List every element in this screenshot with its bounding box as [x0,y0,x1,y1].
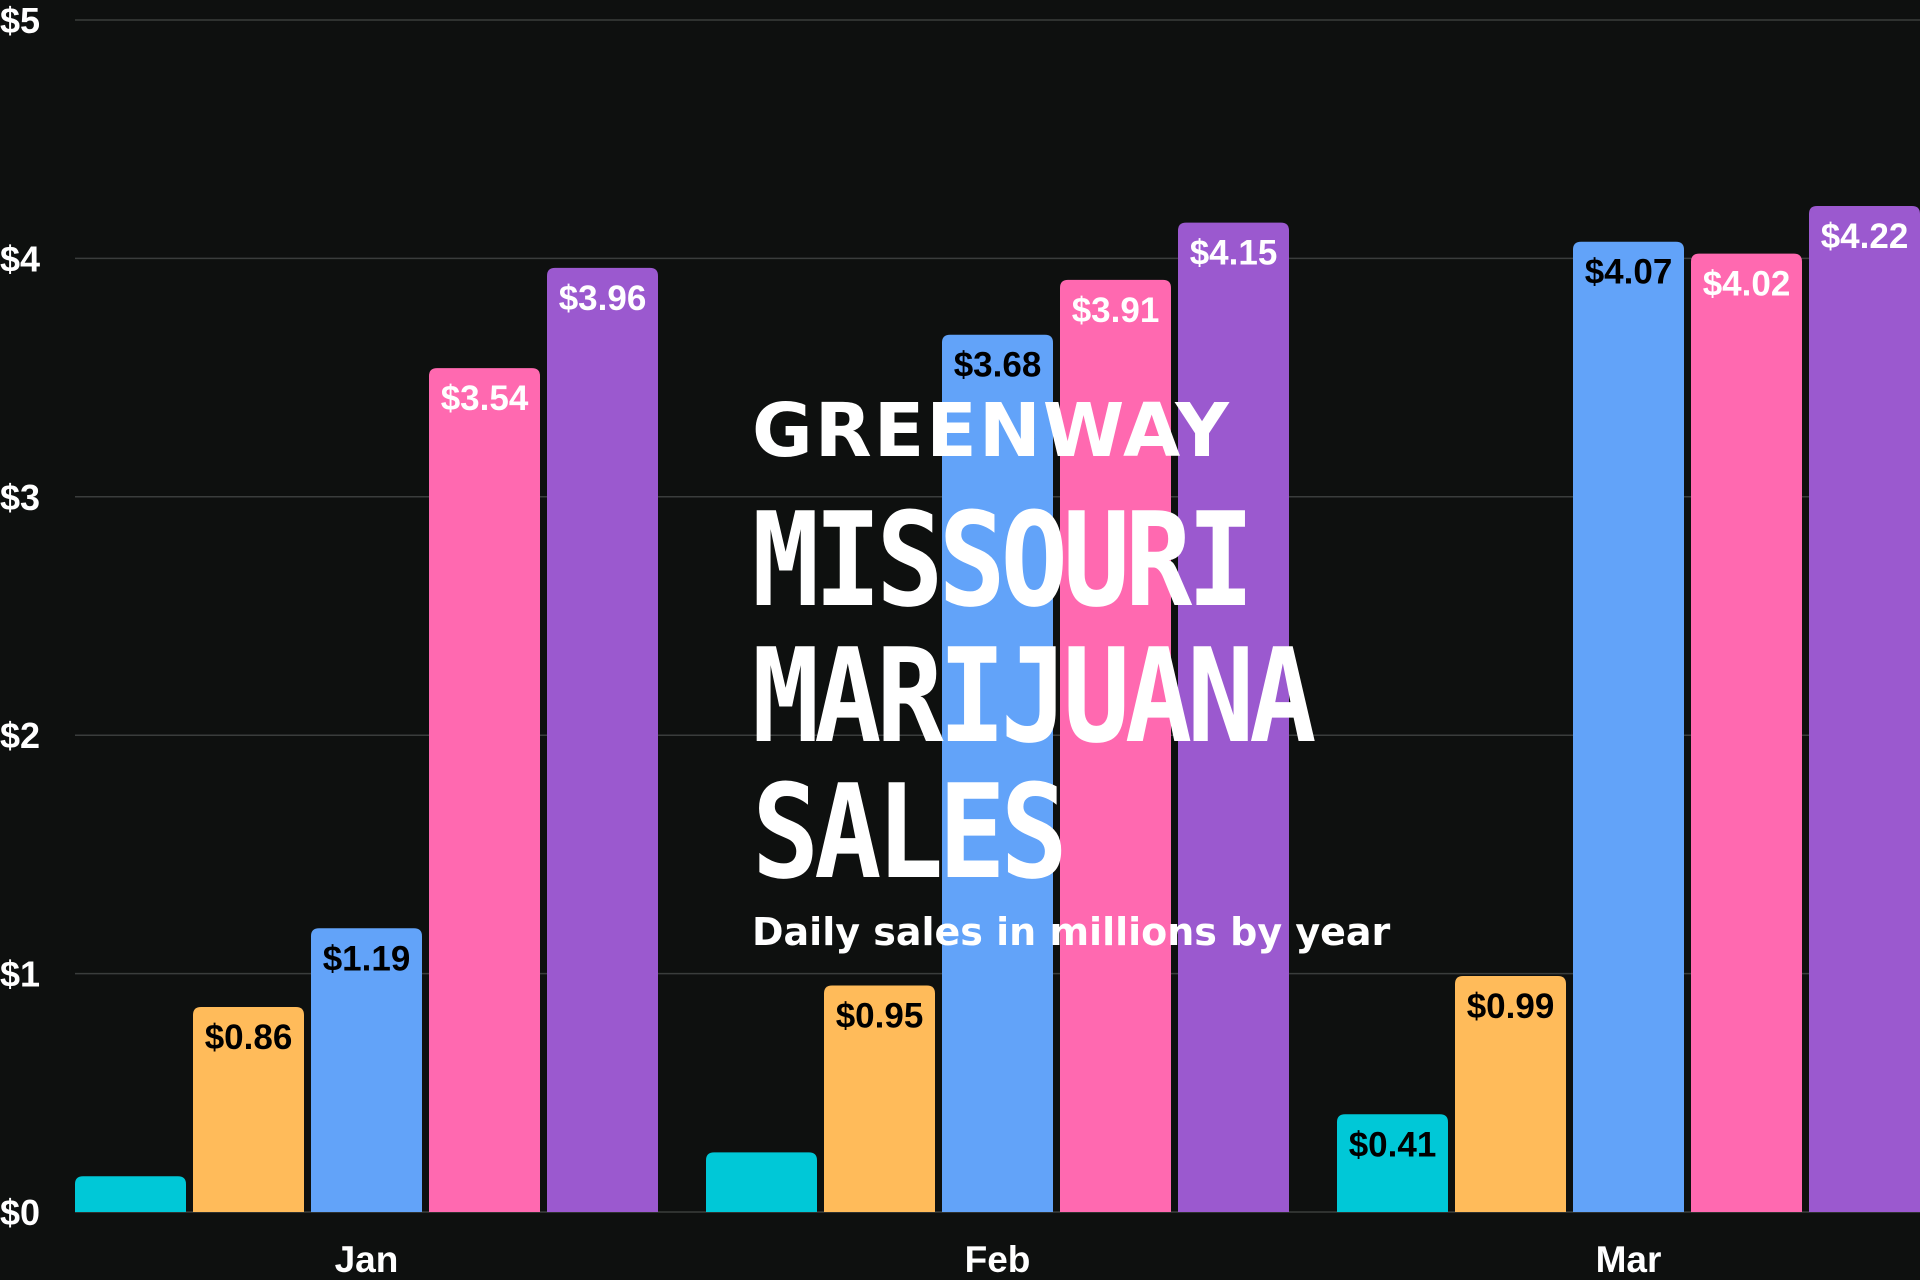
bar-value-label: $0.41 [1349,1125,1437,1164]
bar-value-label: $0.95 [836,997,924,1036]
bar [75,1176,186,1212]
x-tick-label: Feb [965,1239,1031,1280]
y-tick-label: $0 [0,1192,40,1233]
bar-value-label: $4.07 [1585,253,1673,292]
bar [547,267,658,1212]
bar-value-label: $4.15 [1190,234,1278,273]
bar [1060,279,1171,1213]
bar-value-label: $4.02 [1703,265,1791,304]
bar [706,1152,817,1212]
x-tick-label: Jan [335,1239,399,1280]
y-axis-ticks: $0 $1 $2 $3 $4 $5 [0,0,40,1233]
bars [75,205,1920,1213]
bar [824,985,935,1212]
bar-value-labels: $0.86 $1.19 $3.54 $3.96 $0.95 $3.68 $3.91 $4.15… [205,217,1909,1164]
y-tick-label: $5 [0,0,40,41]
bar [1337,1114,1448,1212]
bar-value-label: $3.96 [559,279,647,318]
bar-value-label: $3.91 [1072,291,1160,330]
bar-value-label: $3.54 [441,379,529,418]
bar-value-label: $0.99 [1467,987,1555,1026]
y-tick-label: $2 [0,715,40,756]
y-tick-label: $4 [0,238,40,279]
bar [942,334,1053,1212]
bar-value-label: $4.22 [1821,217,1909,256]
bar [193,1006,304,1212]
bar-value-label: $1.19 [323,939,411,978]
bar [311,928,422,1212]
bar [1573,241,1684,1212]
x-tick-label: Mar [1596,1239,1662,1280]
bar [1809,205,1920,1212]
bar-value-label: $3.68 [954,346,1042,385]
bar-value-label: $0.86 [205,1018,293,1057]
x-axis-categories: Jan Feb Mar [335,1239,1662,1280]
bar [1178,222,1289,1212]
y-tick-label: $3 [0,477,40,518]
bar [429,368,540,1213]
bar [1455,975,1566,1212]
y-tick-label: $1 [0,954,40,995]
bar [1691,253,1802,1212]
